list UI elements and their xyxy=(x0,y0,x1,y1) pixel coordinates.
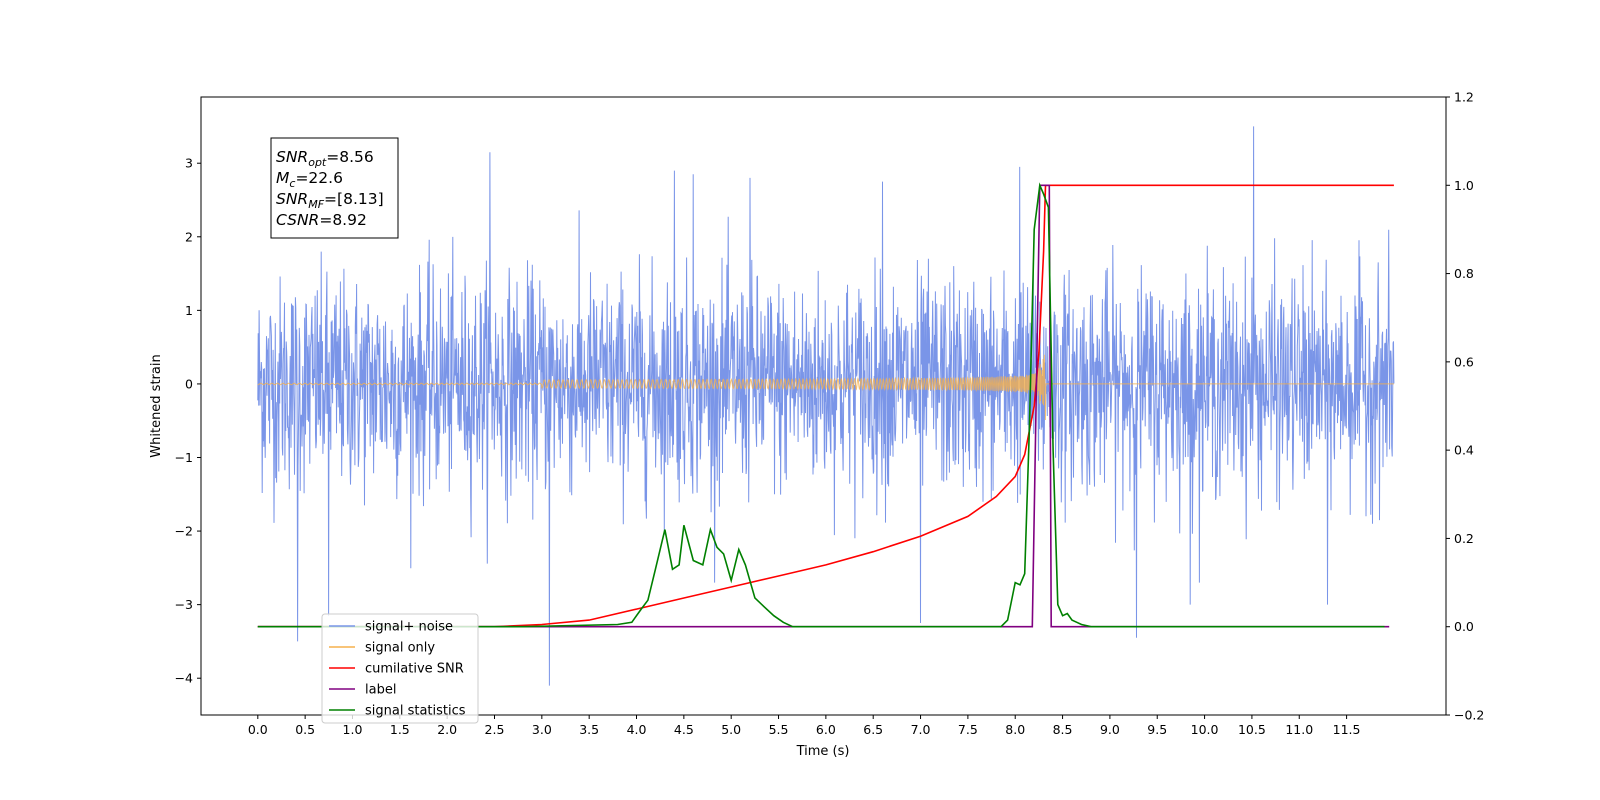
y-axis-left: −4 −3 −2 −1 0 1 2 3 xyxy=(175,156,201,686)
info-line: SNRopt=8.56 xyxy=(276,148,374,169)
y-right-tick-label: 0.6 xyxy=(1454,354,1474,369)
y-tick-label: −4 xyxy=(175,671,193,686)
y-axis-right: −0.2 0.0 0.2 0.4 0.6 0.8 1.0 1.2 xyxy=(1446,90,1484,723)
y-axis-label: Whitened strain xyxy=(149,354,164,457)
y-tick-label: 1 xyxy=(185,303,193,318)
legend: signal+ noise signal only cumilative SNR la… xyxy=(321,613,479,724)
x-tick-label: 8.5 xyxy=(1053,722,1073,737)
x-tick-label: 3.0 xyxy=(532,722,552,737)
legend-label: cumilative SNR xyxy=(365,662,464,677)
legend-label: signal+ noise xyxy=(365,620,453,635)
y-right-tick-label: 0.4 xyxy=(1454,443,1474,458)
y-tick-label: 3 xyxy=(185,156,193,171)
y-tick-label: 2 xyxy=(185,229,193,244)
x-tick-label: 0.5 xyxy=(295,722,315,737)
x-tick-label: 4.0 xyxy=(627,722,647,737)
info-line: CSNR=8.92 xyxy=(276,211,367,229)
info-line: Mc=22.6 xyxy=(276,169,343,190)
x-tick-label: 6.5 xyxy=(863,722,883,737)
series-signal-noise xyxy=(257,126,1395,686)
x-tick-label: 11.0 xyxy=(1285,722,1313,737)
x-tick-label: 1.5 xyxy=(390,722,410,737)
plot-area xyxy=(257,126,1395,686)
x-axis-label: Time (s) xyxy=(796,744,850,759)
series-signal-only xyxy=(257,354,1394,421)
x-tick-label: 7.0 xyxy=(911,722,931,737)
y-right-tick-label: 0.2 xyxy=(1454,531,1474,546)
axes-frame xyxy=(200,96,1447,716)
legend-label: label xyxy=(365,683,396,698)
legend-frame xyxy=(321,613,479,724)
x-tick-label: 9.0 xyxy=(1100,722,1120,737)
info-box-frame xyxy=(270,137,399,239)
x-tick-label: 7.5 xyxy=(958,722,978,737)
y-tick-label: −1 xyxy=(175,450,193,465)
info-line: SNRMF=[8.13] xyxy=(276,190,384,211)
x-tick-label: 11.5 xyxy=(1333,722,1361,737)
x-tick-label: 8.0 xyxy=(1005,722,1025,737)
y-right-tick-label: 1.2 xyxy=(1454,90,1474,105)
x-tick-label: 10.5 xyxy=(1238,722,1266,737)
x-axis: 0.0 0.5 1.0 1.5 2.0 2.5 3.0 3.5 4.0 4.5 5.0 5.5 6.0 6… xyxy=(248,715,1361,737)
series-signal-statistics xyxy=(257,182,1385,628)
y-right-tick-label: 0.8 xyxy=(1454,266,1474,281)
y-right-tick-label: 1.0 xyxy=(1454,178,1474,193)
x-tick-label: 6.0 xyxy=(816,722,836,737)
legend-label: signal statistics xyxy=(365,704,466,719)
x-tick-label: 10.0 xyxy=(1191,722,1219,737)
legend-label: signal only xyxy=(365,641,435,656)
y-right-tick-label: 0.0 xyxy=(1454,619,1474,634)
x-tick-label: 5.0 xyxy=(721,722,741,737)
x-tick-label: 4.5 xyxy=(674,722,694,737)
y-tick-label: −3 xyxy=(175,597,193,612)
x-tick-label: 5.5 xyxy=(769,722,789,737)
x-tick-label: 0.0 xyxy=(248,722,268,737)
x-tick-label: 3.5 xyxy=(579,722,599,737)
series-cumilative-snr xyxy=(257,184,1394,628)
y-tick-label: 0 xyxy=(185,376,193,391)
y-tick-label: −2 xyxy=(175,524,193,539)
y-right-tick-label: −0.2 xyxy=(1454,708,1484,723)
x-tick-label: 1.0 xyxy=(343,722,363,737)
x-tick-label: 2.0 xyxy=(437,722,457,737)
x-tick-label: 2.5 xyxy=(485,722,505,737)
x-tick-label: 9.5 xyxy=(1147,722,1167,737)
